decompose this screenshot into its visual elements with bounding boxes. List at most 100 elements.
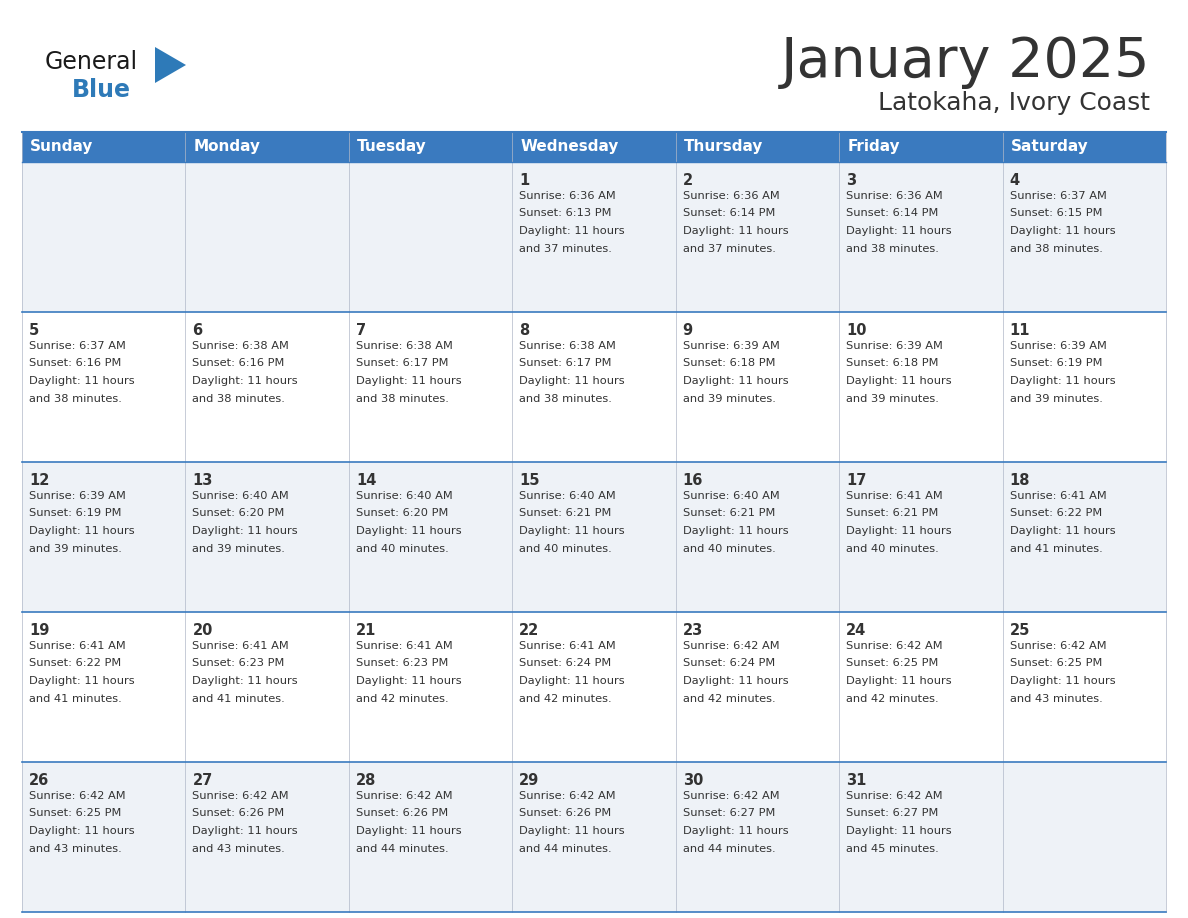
Text: and 44 minutes.: and 44 minutes. <box>683 844 776 854</box>
Text: Sunrise: 6:39 AM: Sunrise: 6:39 AM <box>683 341 779 351</box>
Text: Sunset: 6:22 PM: Sunset: 6:22 PM <box>1010 509 1101 519</box>
Text: Daylight: 11 hours: Daylight: 11 hours <box>519 676 625 686</box>
Text: Sunset: 6:18 PM: Sunset: 6:18 PM <box>846 359 939 368</box>
Bar <box>349 612 512 762</box>
Bar <box>185 762 349 912</box>
Text: 4: 4 <box>1010 173 1019 188</box>
Text: Sunset: 6:16 PM: Sunset: 6:16 PM <box>192 359 285 368</box>
Text: 3: 3 <box>846 173 857 188</box>
Text: Sunrise: 6:42 AM: Sunrise: 6:42 AM <box>29 791 126 801</box>
Text: Tuesday: Tuesday <box>356 140 426 154</box>
Text: and 42 minutes.: and 42 minutes. <box>683 693 776 703</box>
Bar <box>676 312 839 462</box>
Bar <box>23 612 185 762</box>
Text: Sunset: 6:27 PM: Sunset: 6:27 PM <box>683 809 775 819</box>
Bar <box>349 762 512 912</box>
Text: and 41 minutes.: and 41 minutes. <box>192 693 285 703</box>
Text: Sunset: 6:24 PM: Sunset: 6:24 PM <box>519 658 612 668</box>
Text: and 38 minutes.: and 38 minutes. <box>356 394 449 404</box>
Text: Sunrise: 6:39 AM: Sunrise: 6:39 AM <box>846 341 943 351</box>
Text: Sunset: 6:17 PM: Sunset: 6:17 PM <box>356 359 448 368</box>
Text: Sunday: Sunday <box>30 140 94 154</box>
Text: Sunset: 6:19 PM: Sunset: 6:19 PM <box>1010 359 1102 368</box>
Text: and 41 minutes.: and 41 minutes. <box>1010 543 1102 554</box>
Text: and 44 minutes.: and 44 minutes. <box>519 844 612 854</box>
Text: 18: 18 <box>1010 473 1030 488</box>
Text: and 39 minutes.: and 39 minutes. <box>683 394 776 404</box>
Text: Daylight: 11 hours: Daylight: 11 hours <box>846 826 952 836</box>
Text: and 43 minutes.: and 43 minutes. <box>192 844 285 854</box>
Text: Daylight: 11 hours: Daylight: 11 hours <box>29 526 134 536</box>
Bar <box>839 462 1003 612</box>
Bar <box>23 132 1165 162</box>
Text: Sunset: 6:23 PM: Sunset: 6:23 PM <box>192 658 285 668</box>
Text: Daylight: 11 hours: Daylight: 11 hours <box>192 826 298 836</box>
Text: Daylight: 11 hours: Daylight: 11 hours <box>683 826 789 836</box>
Text: Sunset: 6:18 PM: Sunset: 6:18 PM <box>683 359 776 368</box>
Bar <box>512 162 676 312</box>
Text: and 44 minutes.: and 44 minutes. <box>356 844 449 854</box>
Text: Sunrise: 6:37 AM: Sunrise: 6:37 AM <box>29 341 126 351</box>
Text: Daylight: 11 hours: Daylight: 11 hours <box>356 676 461 686</box>
Text: 8: 8 <box>519 323 530 338</box>
Bar <box>512 462 676 612</box>
Text: Sunset: 6:25 PM: Sunset: 6:25 PM <box>1010 658 1102 668</box>
Text: Daylight: 11 hours: Daylight: 11 hours <box>683 376 789 386</box>
Text: Daylight: 11 hours: Daylight: 11 hours <box>683 226 789 236</box>
Text: Daylight: 11 hours: Daylight: 11 hours <box>356 826 461 836</box>
Text: and 38 minutes.: and 38 minutes. <box>29 394 122 404</box>
Text: Daylight: 11 hours: Daylight: 11 hours <box>846 526 952 536</box>
Text: and 39 minutes.: and 39 minutes. <box>29 543 122 554</box>
Bar <box>349 162 512 312</box>
Text: Friday: Friday <box>847 140 899 154</box>
Text: 2: 2 <box>683 173 693 188</box>
Text: Sunrise: 6:41 AM: Sunrise: 6:41 AM <box>29 641 126 651</box>
Text: Sunrise: 6:36 AM: Sunrise: 6:36 AM <box>683 191 779 201</box>
Bar <box>23 162 185 312</box>
Text: Thursday: Thursday <box>684 140 763 154</box>
Text: Sunset: 6:25 PM: Sunset: 6:25 PM <box>846 658 939 668</box>
Text: Sunrise: 6:39 AM: Sunrise: 6:39 AM <box>29 491 126 501</box>
Bar <box>512 612 676 762</box>
Text: 5: 5 <box>29 323 39 338</box>
Text: and 37 minutes.: and 37 minutes. <box>519 243 612 253</box>
Text: Daylight: 11 hours: Daylight: 11 hours <box>29 676 134 686</box>
Text: Sunset: 6:25 PM: Sunset: 6:25 PM <box>29 809 121 819</box>
Text: Sunrise: 6:40 AM: Sunrise: 6:40 AM <box>519 491 617 501</box>
Text: Sunset: 6:20 PM: Sunset: 6:20 PM <box>356 509 448 519</box>
Text: Saturday: Saturday <box>1011 140 1088 154</box>
Bar <box>23 312 185 462</box>
Text: and 40 minutes.: and 40 minutes. <box>356 543 449 554</box>
Text: 26: 26 <box>29 773 49 788</box>
Text: Sunrise: 6:42 AM: Sunrise: 6:42 AM <box>519 791 615 801</box>
Text: January 2025: January 2025 <box>781 35 1150 89</box>
Text: and 43 minutes.: and 43 minutes. <box>29 844 121 854</box>
Text: Sunset: 6:21 PM: Sunset: 6:21 PM <box>683 509 775 519</box>
Text: Daylight: 11 hours: Daylight: 11 hours <box>683 526 789 536</box>
Text: Latokaha, Ivory Coast: Latokaha, Ivory Coast <box>878 91 1150 115</box>
Text: Sunrise: 6:38 AM: Sunrise: 6:38 AM <box>356 341 453 351</box>
Bar <box>185 312 349 462</box>
Text: Sunrise: 6:41 AM: Sunrise: 6:41 AM <box>356 641 453 651</box>
Text: Monday: Monday <box>194 140 260 154</box>
Text: and 39 minutes.: and 39 minutes. <box>846 394 939 404</box>
Text: and 40 minutes.: and 40 minutes. <box>683 543 776 554</box>
Text: Daylight: 11 hours: Daylight: 11 hours <box>356 526 461 536</box>
Text: Sunset: 6:24 PM: Sunset: 6:24 PM <box>683 658 775 668</box>
Bar <box>512 762 676 912</box>
Text: Sunset: 6:26 PM: Sunset: 6:26 PM <box>519 809 612 819</box>
Text: Daylight: 11 hours: Daylight: 11 hours <box>846 226 952 236</box>
Text: Daylight: 11 hours: Daylight: 11 hours <box>1010 676 1116 686</box>
Text: 20: 20 <box>192 623 213 638</box>
Bar <box>1003 762 1165 912</box>
Bar <box>839 312 1003 462</box>
Text: Daylight: 11 hours: Daylight: 11 hours <box>29 826 134 836</box>
Text: and 42 minutes.: and 42 minutes. <box>846 693 939 703</box>
Text: Daylight: 11 hours: Daylight: 11 hours <box>192 676 298 686</box>
Text: Sunset: 6:19 PM: Sunset: 6:19 PM <box>29 509 121 519</box>
Text: Daylight: 11 hours: Daylight: 11 hours <box>192 376 298 386</box>
Text: and 43 minutes.: and 43 minutes. <box>1010 693 1102 703</box>
Text: Sunrise: 6:41 AM: Sunrise: 6:41 AM <box>519 641 617 651</box>
Text: 27: 27 <box>192 773 213 788</box>
Text: 10: 10 <box>846 323 866 338</box>
